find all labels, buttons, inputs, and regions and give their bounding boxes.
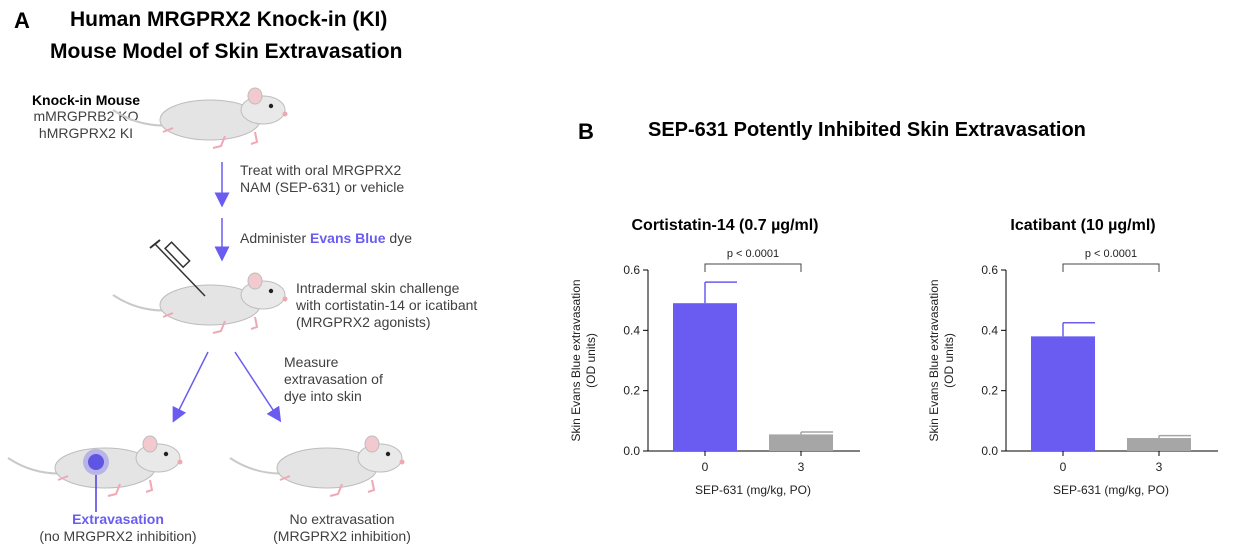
- mouse-challenge-illustration: [112, 272, 289, 334]
- step2-text: Administer Evans Blue dye: [240, 230, 412, 246]
- x-axis-label: SEP-631 (mg/kg, PO): [1053, 483, 1169, 497]
- y-tick-label: 0.4: [623, 323, 640, 337]
- mouse-no-extravasation-illustration: [229, 435, 406, 497]
- x-axis-label: SEP-631 (mg/kg, PO): [695, 483, 811, 497]
- outcome-no-extravasation-title: No extravasation: [289, 511, 395, 527]
- step3-text: Intradermal skin challenge with cortista…: [296, 280, 478, 330]
- y-tick-label: 0.2: [623, 384, 640, 398]
- significance-bracket: [704, 263, 802, 272]
- arrow-outcome-left: [172, 351, 209, 423]
- outcome-extravasation-title: Extravasation: [72, 511, 164, 527]
- bar-0: [1031, 336, 1095, 451]
- y-tick-label: 0.6: [981, 263, 998, 277]
- significance-bracket: [1062, 263, 1160, 272]
- chart-title: Cortistatin-14 (0.7 µg/ml): [631, 217, 818, 234]
- y-tick-label: 0.0: [981, 444, 998, 458]
- mouse-genotype-1: mMRGPRB2 KO: [33, 108, 139, 124]
- chart-cortistatin: Cortistatin-14 (0.7 µg/ml) 0.0 0.2 0.4 0.6 0 3…: [569, 217, 860, 497]
- outcome-no-extravasation: No extravasation (MRGPRX2 inhibition): [250, 511, 434, 545]
- mouse-genotype-2: hMRGPRX2 KI: [38, 125, 134, 141]
- x-tick-label: 0: [702, 460, 709, 474]
- bar-0: [673, 303, 737, 451]
- step1-text: Treat with oral MRGPRX2 NAM (SEP-631) or…: [240, 162, 405, 195]
- arrow-outcome-right: [234, 351, 282, 423]
- panel-a-title-line2: Mouse Model of Skin Extravasation: [50, 40, 403, 63]
- mouse-top-illustration: [112, 87, 289, 149]
- syringe-icon: [149, 239, 206, 297]
- y-tick-label: 0.6: [623, 263, 640, 277]
- panel-b-title: SEP-631 Potently Inhibited Skin Extravas…: [648, 119, 1086, 141]
- panel-a-letter: A: [14, 8, 30, 33]
- panel-b-letter: B: [578, 119, 594, 144]
- y-axis-label-line1: Skin Evans Blue extravasation: [927, 279, 941, 441]
- bar-3: [1127, 438, 1191, 451]
- p-value-annotation: p < 0.0001: [1085, 248, 1137, 260]
- y-axis-label-line2: (OD units): [584, 333, 598, 388]
- dye-spot-icon: [83, 449, 109, 512]
- y-axis-label-line1: Skin Evans Blue extravasation: [569, 279, 583, 441]
- mouse-description: Knock-in Mouse mMRGPRB2 KO hMRGPRX2 KI: [16, 92, 156, 142]
- y-tick-label: 0.0: [623, 444, 640, 458]
- outcome-no-extravasation-sub: (MRGPRX2 inhibition): [273, 528, 411, 544]
- y-tick-label: 0.2: [981, 384, 998, 398]
- panel-a-title-line1: Human MRGPRX2 Knock-in (KI): [70, 8, 388, 31]
- panel-a-diagram: [7, 87, 406, 512]
- y-tick-label: 0.4: [981, 323, 998, 337]
- chart-icatibant: Icatibant (10 µg/ml) 0.0 0.2 0.4 0.6 0 3 SEP-63…: [927, 217, 1218, 497]
- x-tick-label: 0: [1060, 460, 1067, 474]
- y-axis-label-line2: (OD units): [942, 333, 956, 388]
- step4-text: Measure extravasation of dye into skin: [284, 354, 383, 404]
- mouse-label: Knock-in Mouse: [31, 92, 141, 108]
- evans-blue-label: Evans Blue: [310, 230, 386, 246]
- x-tick-label: 3: [798, 460, 805, 474]
- chart-title: Icatibant (10 µg/ml): [1010, 217, 1155, 234]
- p-value-annotation: p < 0.0001: [727, 248, 779, 260]
- bar-3: [769, 434, 833, 451]
- outcome-extravasation-sub: (no MRGPRX2 inhibition): [39, 528, 197, 544]
- x-tick-label: 3: [1156, 460, 1163, 474]
- outcome-extravasation: Extravasation (no MRGPRX2 inhibition): [20, 511, 216, 545]
